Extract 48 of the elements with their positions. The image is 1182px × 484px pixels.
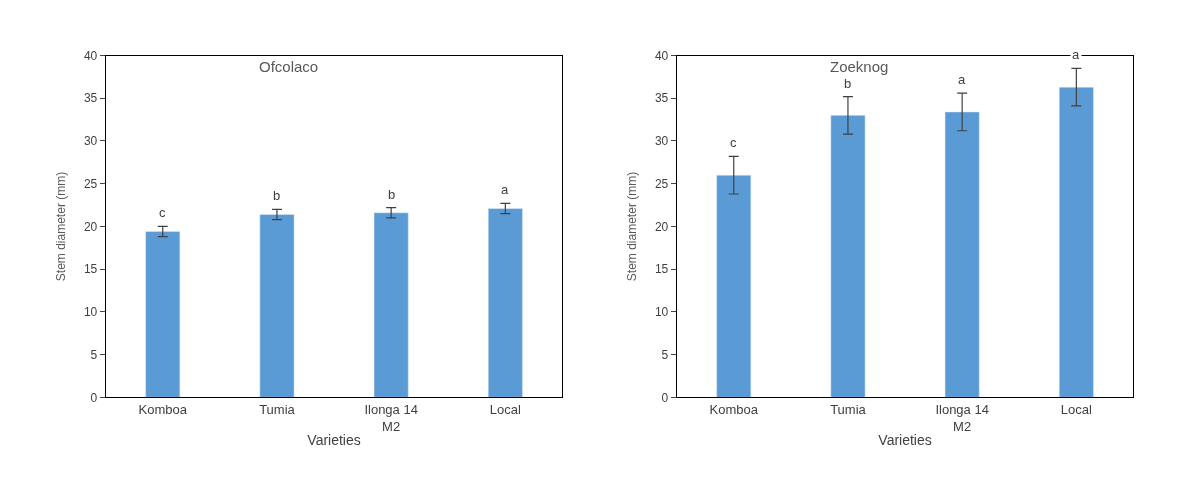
y-tick-label: 20 [654,219,669,234]
bar [830,115,866,398]
annotation: a [1072,47,1080,62]
x-tick-label: Ilonga 14 M2 [935,402,989,434]
x-tick-label: Komboa [709,402,759,417]
y-tick-label: 30 [83,134,98,149]
x-tick-label: Tumia [259,402,296,417]
y-tick-label: 25 [83,176,98,191]
y-tick-label: 0 [661,390,669,405]
x-tick-label: Ilonga 14 M2 [364,402,418,434]
x-tick-label: Tumia [830,402,867,417]
bar [373,212,409,398]
annotation: b [273,188,281,203]
y-tick-label: 10 [83,305,98,320]
y-tick-label: 40 [83,48,98,63]
x-tick-label: Local [1060,402,1092,417]
y-tick-label: 20 [83,219,98,234]
y-tick-label: 35 [83,91,98,106]
bar [487,208,523,398]
bar [716,174,752,398]
y-tick-label: 15 [83,262,98,277]
y-tick-label: 5 [90,347,98,362]
bar [145,231,181,398]
chart-title: Ofcolaco [259,58,319,75]
annotation: b [388,187,396,202]
x-tick-label: Komboa [138,402,188,417]
annotation: c [159,205,166,220]
y-tick-label: 30 [654,134,669,149]
annotation: c [730,135,737,150]
annotation: b [844,76,852,91]
y-axis-title: Stem diameter (mm) [54,171,69,282]
x-tick-label: Local [489,402,521,417]
y-tick-label: 0 [90,390,98,405]
bar [944,111,980,398]
annotation: a [501,182,509,197]
bar [1058,86,1094,398]
y-tick-label: 10 [654,305,669,320]
chart-title: Zoeknog [830,58,889,75]
y-tick-label: 40 [654,48,669,63]
annotation: a [958,72,966,87]
y-axis-title: Stem diameter (mm) [625,171,640,282]
bar [259,214,295,398]
y-tick-label: 15 [654,262,669,277]
y-tick-label: 35 [654,91,669,106]
x-axis-title: Varieties [878,432,932,449]
y-tick-label: 5 [661,347,669,362]
x-axis-title: Varieties [307,432,361,449]
y-tick-label: 25 [654,176,669,191]
